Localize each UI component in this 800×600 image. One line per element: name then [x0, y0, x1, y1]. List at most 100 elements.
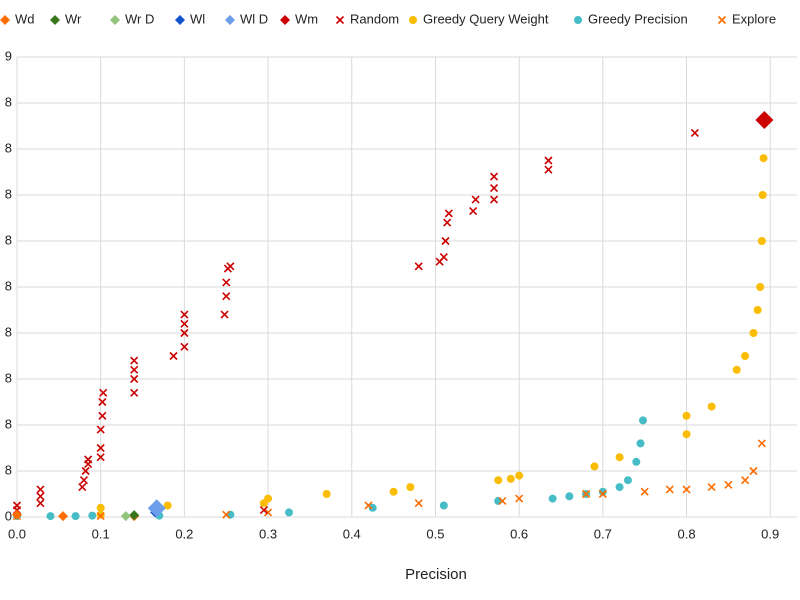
y-tick-label: 8	[5, 278, 12, 293]
circle-marker	[515, 471, 524, 480]
y-tick-label: 8	[5, 140, 12, 155]
x-marker	[707, 483, 716, 492]
y-tick-label: 8	[5, 232, 12, 247]
y-tick-label: 8	[5, 416, 12, 431]
y-tick-label: 8	[5, 94, 12, 109]
circle-marker	[46, 512, 55, 521]
circle-marker	[682, 430, 691, 439]
legend-label: Wd	[15, 11, 35, 26]
circle-marker	[226, 510, 235, 519]
x-marker	[98, 411, 107, 420]
circle-marker	[590, 462, 599, 471]
x-tick-label: 0.0	[8, 526, 26, 541]
circle-marker	[598, 487, 607, 496]
circle-marker	[71, 512, 80, 521]
x-tick-label: 0.2	[175, 526, 193, 541]
x-marker	[471, 195, 480, 204]
diamond-marker	[120, 511, 131, 522]
x-marker	[96, 443, 105, 453]
circle-marker	[639, 416, 648, 425]
circle-marker	[163, 501, 172, 510]
legend-label: Wl	[190, 11, 205, 26]
x-marker	[717, 15, 727, 25]
x-marker	[259, 506, 268, 515]
diamond-marker	[50, 15, 60, 25]
x-marker	[515, 494, 524, 503]
diamond-marker	[175, 15, 185, 25]
x-marker	[222, 278, 231, 287]
x-marker	[414, 262, 423, 271]
x-marker	[364, 501, 373, 510]
circle-marker	[284, 508, 293, 517]
circle-marker	[494, 496, 503, 505]
legend-label: Random	[350, 11, 399, 26]
x-marker	[582, 489, 591, 499]
x-marker	[79, 476, 89, 485]
x-marker	[130, 365, 139, 374]
x-marker	[99, 388, 108, 397]
legend-item: Wr D	[110, 11, 154, 26]
y-tick-label: 8	[5, 462, 12, 477]
x-marker	[12, 501, 22, 510]
x-tick-label: 0.5	[426, 526, 444, 541]
x-marker	[96, 425, 105, 434]
circle-marker	[322, 490, 331, 498]
circle-marker	[574, 16, 582, 24]
x-marker	[36, 485, 45, 494]
circle-marker	[707, 402, 716, 411]
x-marker	[98, 397, 107, 407]
legend-label: Greedy Precision	[588, 11, 688, 26]
circle-marker	[741, 352, 750, 360]
x-marker	[640, 487, 649, 496]
x-marker	[439, 253, 448, 262]
circle-marker	[368, 503, 377, 512]
x-marker	[78, 483, 87, 492]
diamond-marker	[58, 511, 69, 522]
circle-marker	[753, 306, 762, 314]
circle-marker	[389, 487, 398, 496]
diamond-marker	[0, 15, 10, 25]
x-marker	[544, 165, 553, 174]
legend-item: Explore	[717, 11, 776, 26]
x-marker	[682, 485, 691, 494]
circle-marker	[749, 329, 758, 337]
x-marker	[180, 342, 189, 351]
x-marker	[130, 374, 139, 384]
circle-marker	[632, 457, 641, 466]
x-marker	[130, 388, 139, 397]
x-marker	[96, 453, 105, 462]
circle-marker	[565, 492, 574, 501]
x-marker	[264, 508, 273, 517]
circle-marker	[756, 283, 765, 291]
legend-item: Wd	[0, 11, 35, 26]
circle-marker	[548, 494, 557, 503]
y-tick-label: 9	[5, 48, 12, 63]
x-marker	[665, 485, 674, 494]
x-marker	[36, 499, 45, 508]
x-marker	[724, 480, 733, 489]
circle-marker	[615, 483, 624, 492]
x-tick-label: 0.1	[92, 526, 110, 541]
y-tick-label: 0	[5, 508, 12, 523]
x-marker	[489, 195, 499, 204]
x-tick-label: 0.3	[259, 526, 277, 541]
x-marker	[690, 128, 699, 137]
x-marker	[741, 476, 750, 485]
y-tick-label: 8	[5, 186, 12, 201]
x-marker	[81, 466, 90, 476]
y-tick-label: 8	[5, 370, 12, 385]
circle-marker	[439, 501, 448, 510]
x-marker	[498, 496, 507, 505]
circle-marker	[757, 237, 766, 245]
x-marker	[130, 356, 139, 365]
x-marker	[226, 262, 235, 271]
legend-item: Wl D	[225, 11, 268, 26]
circle-marker	[409, 16, 417, 24]
x-marker	[96, 512, 105, 521]
diamond-marker	[755, 111, 774, 130]
legend-label: Greedy Query Weight	[423, 11, 549, 26]
x-marker	[469, 207, 478, 216]
circle-marker	[406, 483, 415, 492]
x-marker	[169, 351, 178, 361]
x-tick-label: 0.4	[343, 526, 361, 541]
